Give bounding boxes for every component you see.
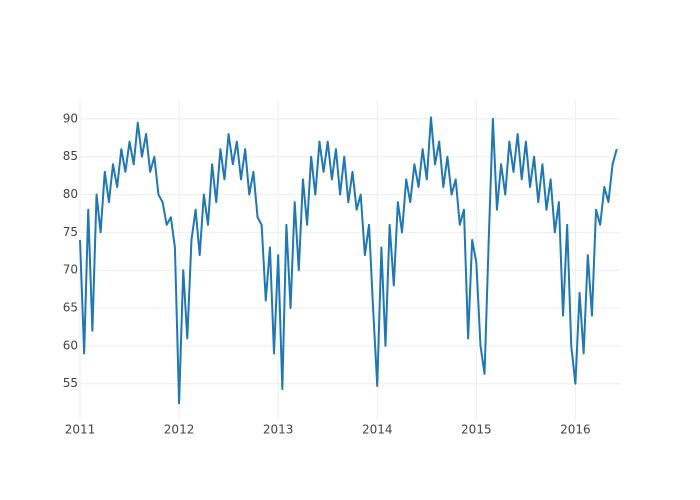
y-tick-label: 60 <box>63 338 78 352</box>
y-tick-label: 80 <box>63 187 78 201</box>
y-tick-label: 85 <box>63 149 78 163</box>
x-tick-label: 2012 <box>164 423 195 437</box>
line-series <box>79 116 618 405</box>
x-tick-label: 2016 <box>560 423 591 437</box>
y-tick-label: 65 <box>63 301 78 315</box>
x-tick-label: 2011 <box>65 423 96 437</box>
y-tick-label: 75 <box>63 225 78 239</box>
x-tick-label: 2013 <box>263 423 294 437</box>
y-tick-label: 90 <box>63 111 78 125</box>
y-tick-label: 70 <box>63 263 78 277</box>
x-tick-label: 2014 <box>362 423 393 437</box>
x-tick-label: 2015 <box>461 423 492 437</box>
y-tick-label: 55 <box>63 376 78 390</box>
